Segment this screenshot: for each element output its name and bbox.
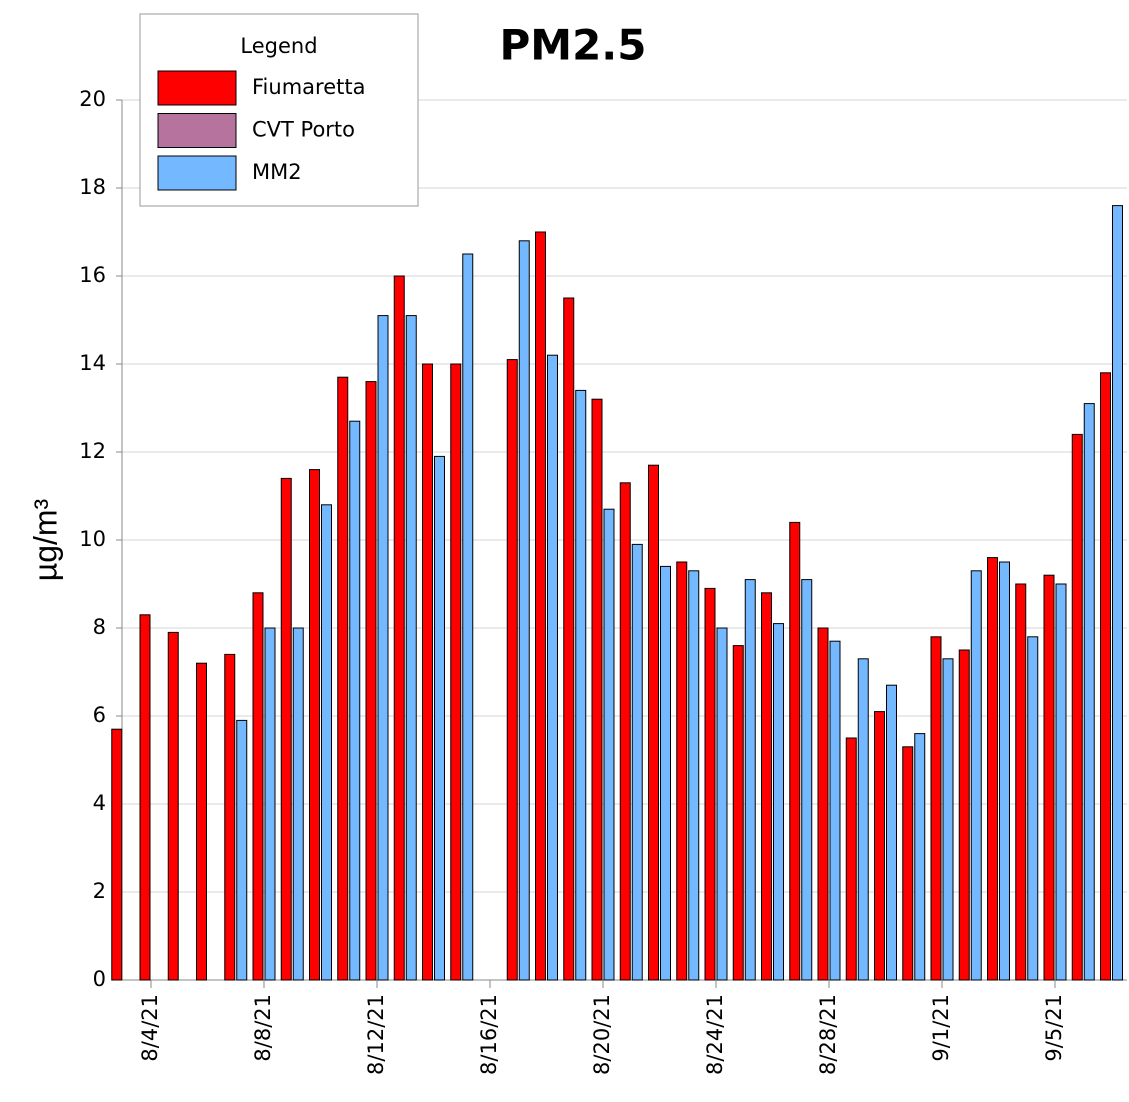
bar — [462, 253, 474, 981]
x-tick-label: 8/8/21 — [251, 994, 275, 1062]
x-tick-label: 8/4/21 — [138, 994, 162, 1062]
bar — [292, 627, 304, 981]
chart-title: PM2.5 — [500, 21, 647, 70]
bar — [506, 359, 518, 981]
bar — [688, 570, 700, 981]
bar — [393, 275, 405, 981]
bar — [987, 557, 998, 981]
y-tick-label: 16 — [79, 263, 106, 287]
bar — [224, 653, 236, 981]
bar — [337, 376, 349, 981]
y-tick-label: 14 — [79, 351, 106, 375]
bar — [1043, 574, 1055, 981]
bar — [942, 658, 954, 981]
bar — [902, 746, 914, 981]
bar — [196, 662, 207, 981]
y-tick-label: 8 — [93, 615, 106, 639]
bar — [377, 315, 389, 981]
bar — [874, 711, 885, 981]
bar — [660, 565, 671, 981]
bar — [857, 658, 869, 981]
legend-title: Legend — [240, 34, 317, 58]
bar — [450, 363, 462, 981]
bar — [309, 469, 320, 981]
x-tick-label: 8/20/21 — [590, 994, 614, 1075]
bar — [1100, 372, 1111, 981]
bar — [817, 627, 829, 981]
x-tick-label: 8/12/21 — [364, 994, 388, 1075]
bar — [547, 354, 558, 981]
bar — [970, 570, 982, 981]
bar — [732, 645, 744, 981]
y-tick-label: 20 — [79, 87, 106, 111]
x-tick-label: 8/16/21 — [477, 994, 501, 1075]
bar — [111, 728, 123, 981]
bar — [958, 649, 970, 981]
bar — [575, 389, 587, 981]
bar — [422, 363, 433, 981]
bar — [1027, 636, 1039, 981]
y-axis-label: µg/m³ — [27, 498, 63, 581]
bar — [280, 477, 292, 981]
legend-label: Fiumaretta — [252, 75, 365, 99]
bar — [1083, 403, 1095, 981]
bar — [914, 733, 926, 981]
bar — [321, 504, 332, 981]
x-tick-label: 8/28/21 — [816, 994, 840, 1075]
x-tick-label: 8/24/21 — [703, 994, 727, 1075]
bar — [236, 719, 248, 981]
bar — [405, 315, 417, 981]
bar — [139, 614, 151, 981]
bar — [631, 543, 643, 981]
bar — [930, 636, 942, 981]
legend-label: CVT Porto — [252, 118, 355, 142]
bar — [773, 623, 784, 981]
bar — [999, 561, 1010, 981]
bar — [264, 627, 276, 981]
y-tick-label: 2 — [93, 879, 106, 903]
y-tick-label: 6 — [93, 703, 106, 727]
bar — [591, 398, 603, 981]
bar — [648, 464, 659, 981]
bar — [716, 627, 728, 981]
x-tick-label: 9/1/21 — [929, 994, 953, 1062]
bar — [563, 297, 575, 981]
bar — [704, 587, 716, 981]
bar — [167, 631, 179, 981]
bar — [744, 579, 756, 981]
y-tick-label: 18 — [79, 175, 106, 199]
legend-label: MM2 — [252, 160, 302, 184]
bar — [801, 579, 813, 981]
y-tick-label: 10 — [79, 527, 106, 551]
bar — [761, 592, 772, 981]
bar — [252, 592, 264, 981]
bar — [518, 240, 530, 981]
y-tick-label: 12 — [79, 439, 106, 463]
bar — [829, 640, 841, 981]
bar — [676, 561, 688, 981]
bar — [1055, 583, 1067, 981]
bar — [603, 508, 615, 981]
x-tick-label: 9/5/21 — [1042, 994, 1066, 1062]
bar — [535, 231, 546, 981]
bar — [845, 737, 857, 981]
legend: Legend Fiumaretta CVT Porto MM2 — [139, 13, 419, 207]
bar — [789, 521, 801, 981]
bar — [1015, 583, 1027, 981]
bar — [886, 684, 897, 981]
bar — [1112, 205, 1123, 981]
legend-swatch — [157, 113, 237, 148]
legend-swatch — [157, 70, 237, 106]
bar — [349, 420, 361, 981]
y-tick-label: 4 — [93, 791, 106, 815]
legend-swatch — [157, 155, 237, 191]
plot-area: 0 2 4 6 8 10 12 14 16 18 20 8/4/21 8/8/21 8/12/21 8/16… — [79, 87, 1127, 1075]
bar — [1071, 433, 1083, 981]
y-tick-label: 0 — [93, 967, 106, 991]
bar — [619, 482, 631, 981]
bar — [365, 381, 377, 981]
bar — [434, 455, 445, 981]
